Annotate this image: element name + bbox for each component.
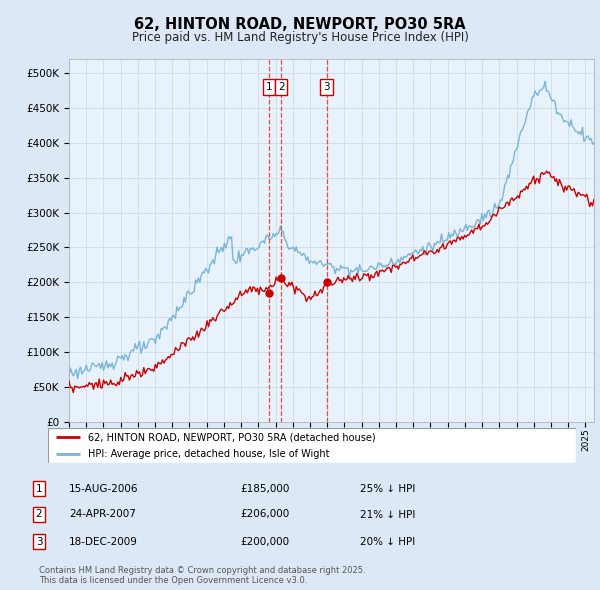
Text: 1: 1: [266, 82, 272, 92]
Text: Contains HM Land Registry data © Crown copyright and database right 2025.
This d: Contains HM Land Registry data © Crown c…: [39, 566, 365, 585]
Text: 3: 3: [323, 82, 330, 92]
Text: 62, HINTON ROAD, NEWPORT, PO30 5RA (detached house): 62, HINTON ROAD, NEWPORT, PO30 5RA (deta…: [88, 432, 375, 442]
Text: 15-AUG-2006: 15-AUG-2006: [69, 484, 139, 493]
Text: 25% ↓ HPI: 25% ↓ HPI: [360, 484, 415, 493]
Text: HPI: Average price, detached house, Isle of Wight: HPI: Average price, detached house, Isle…: [88, 448, 329, 458]
Text: 21% ↓ HPI: 21% ↓ HPI: [360, 510, 415, 519]
Text: 2: 2: [278, 82, 284, 92]
Text: £200,000: £200,000: [240, 537, 289, 546]
Text: £185,000: £185,000: [240, 484, 289, 493]
Text: 24-APR-2007: 24-APR-2007: [69, 510, 136, 519]
Text: 2: 2: [35, 510, 43, 519]
Text: 62, HINTON ROAD, NEWPORT, PO30 5RA: 62, HINTON ROAD, NEWPORT, PO30 5RA: [134, 17, 466, 31]
Text: £206,000: £206,000: [240, 510, 289, 519]
Text: 1: 1: [35, 484, 43, 493]
Text: 20% ↓ HPI: 20% ↓ HPI: [360, 537, 415, 546]
Text: Price paid vs. HM Land Registry's House Price Index (HPI): Price paid vs. HM Land Registry's House …: [131, 31, 469, 44]
Text: 3: 3: [35, 537, 43, 546]
Text: 18-DEC-2009: 18-DEC-2009: [69, 537, 138, 546]
